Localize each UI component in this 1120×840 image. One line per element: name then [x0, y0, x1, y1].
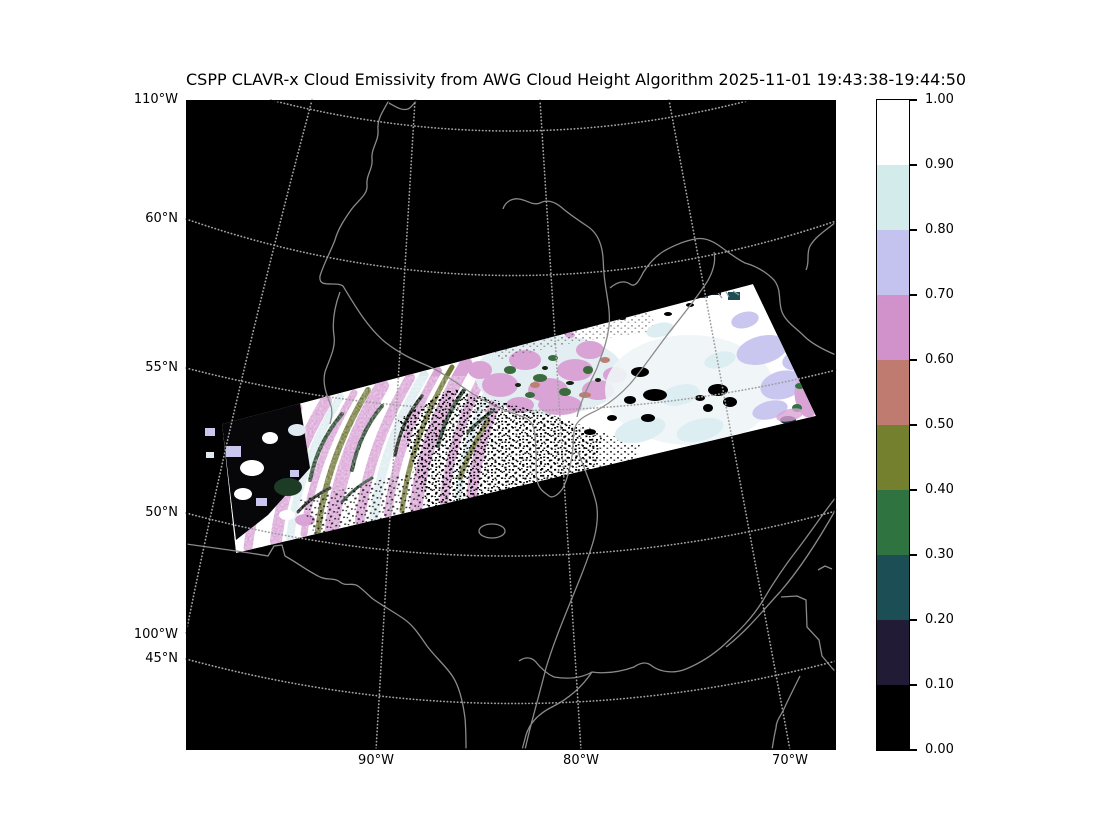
colorbar-label-080: 0.80 [925, 222, 954, 237]
ungava-peninsula-coast [502, 198, 611, 418]
meridian-70w [668, 99, 791, 751]
parallel-60n [185, 218, 837, 277]
ylabel-100w: 100°W [133, 627, 178, 642]
colorbar-segment [877, 555, 909, 620]
colorbar-tick [909, 164, 917, 166]
atlantic-coast [771, 675, 801, 751]
colorbar-segment [877, 165, 909, 230]
ylabel-60n: 60°N [145, 211, 178, 226]
colorbar-tick [909, 684, 917, 686]
colorbar-tick [909, 229, 917, 231]
colorbar-tick [909, 749, 917, 751]
xlabel-90w: 90°W [358, 753, 394, 768]
colorbar-label-070: 0.70 [925, 287, 954, 302]
parallel-65n [270, 99, 752, 132]
colorbar-tick [909, 489, 917, 491]
colorbar-segment [877, 295, 909, 360]
swath-fragments [205, 428, 215, 458]
colorbar-label-020: 0.20 [925, 612, 954, 627]
nelson-river [323, 291, 341, 425]
map-frame [186, 100, 837, 751]
ylabel-50n: 50°N [145, 505, 178, 520]
colorbar-label-000: 0.00 [925, 742, 954, 757]
xlabel-70w: 70°W [772, 753, 808, 768]
maine-coast [780, 595, 837, 673]
colorbar-tick [909, 424, 917, 426]
colorbar-label-100: 1.00 [925, 92, 954, 107]
colorbar-label-060: 0.60 [925, 352, 954, 367]
plot-title: CSPP CLAVR-x Cloud Emissivity from AWG C… [186, 70, 967, 89]
ottawa-river [524, 451, 599, 751]
right-edge-coast [805, 221, 837, 271]
colorbar-tick [909, 99, 917, 101]
parallel-50n [185, 510, 837, 557]
graticule [185, 99, 837, 751]
colorbar-segment [877, 490, 909, 555]
colorbar-label-010: 0.10 [925, 677, 954, 692]
ylabel-45n: 45°N [145, 651, 178, 666]
colorbar-label-090: 0.90 [925, 157, 954, 172]
st-lawrence-north-shore [518, 496, 837, 679]
colorbar-segment [877, 425, 909, 490]
ylabel-55n: 55°N [145, 360, 178, 375]
meridian-80w [539, 99, 582, 751]
pei-island [817, 565, 833, 571]
small-lake [478, 523, 506, 539]
meridian-90w [375, 99, 416, 751]
colorbar-segment [877, 620, 909, 685]
xlabel-80w: 80°W [563, 753, 599, 768]
colorbar-tick [909, 294, 917, 296]
swath-west-tip [222, 403, 315, 540]
parallel-45n [185, 658, 837, 705]
ottawa-branch [521, 671, 593, 751]
colorbar-tick [909, 554, 917, 556]
labrador-coast [609, 237, 837, 356]
colorbar-segment [877, 685, 909, 750]
colorbar-label-050: 0.50 [925, 417, 954, 432]
colorbar [876, 99, 910, 751]
ylabel-110w: 110°W [133, 92, 178, 107]
us-border-great-lakes [185, 543, 467, 751]
map-plot [185, 99, 837, 751]
colorbar-label-030: 0.30 [925, 547, 954, 562]
meridian-100w [185, 99, 313, 634]
colorbar-tick [909, 359, 917, 361]
colorbar-segment [877, 100, 909, 165]
colorbar-tick [909, 619, 917, 621]
colorbar-label-040: 0.40 [925, 482, 954, 497]
colorbar-segment [877, 230, 909, 295]
colorbar-segment [877, 360, 909, 425]
st-lawrence-south-shore [725, 508, 837, 648]
